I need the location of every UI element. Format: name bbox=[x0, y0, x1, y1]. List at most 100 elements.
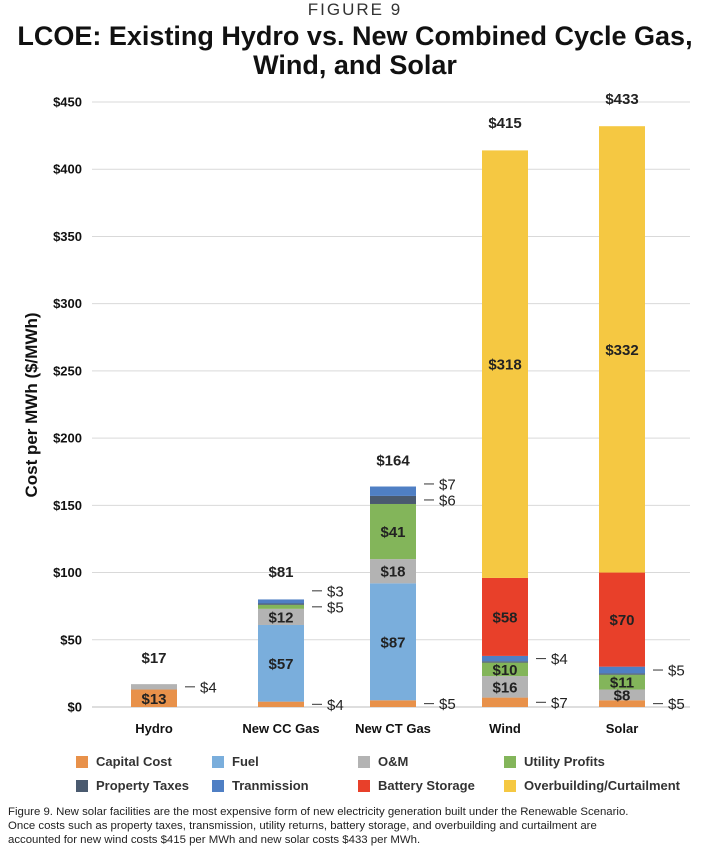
y-axis-label: Cost per MWh ($/MWh) bbox=[22, 312, 41, 497]
chart-title: LCOE: Existing Hydro vs. New Combined Cy… bbox=[0, 22, 710, 80]
legend-swatch bbox=[504, 779, 516, 792]
bar-segment-battery-storage bbox=[599, 572, 645, 667]
legend-swatch bbox=[76, 755, 88, 768]
x-tick-label: Hydro bbox=[135, 721, 173, 736]
bar-segment-property-taxes bbox=[258, 603, 304, 605]
bar-segment-overbuilding-curtailment bbox=[599, 126, 645, 573]
chart-title-line1: LCOE: Existing Hydro vs. New Combined Cy… bbox=[17, 21, 693, 51]
y-tick-label: $400 bbox=[53, 162, 82, 177]
data-label: $13 bbox=[141, 691, 166, 708]
bar-segment-property-taxes bbox=[370, 495, 416, 504]
legend-swatch bbox=[358, 755, 370, 768]
data-label: $318 bbox=[488, 357, 521, 374]
caption-line1: Figure 9. New solar facilities are the m… bbox=[8, 806, 629, 818]
legend-swatch bbox=[358, 779, 370, 792]
bar-segment-overbuilding-curtailment bbox=[482, 150, 528, 578]
figure-label: FIGURE 9 bbox=[307, 0, 403, 19]
legend-label: Property Taxes bbox=[96, 778, 189, 793]
legend-item-tranmission: Tranmission bbox=[212, 778, 309, 793]
data-label: $18 bbox=[380, 564, 405, 581]
x-tick-label: Solar bbox=[606, 721, 639, 736]
data-label: $41 bbox=[380, 524, 405, 541]
legend-label: Battery Storage bbox=[378, 778, 475, 793]
y-tick-label: $250 bbox=[53, 363, 82, 378]
y-tick-label: $450 bbox=[53, 95, 82, 110]
total-label: $164 bbox=[376, 453, 410, 470]
caption-line2: Once costs such as property taxes, trans… bbox=[8, 820, 597, 832]
data-label: $58 bbox=[492, 609, 517, 626]
stacked-bar-chart: $0 $50 $100 $150 $200 $250 $300 $350 $400 $450 Cos… bbox=[22, 91, 690, 736]
bar-segment-property-taxes bbox=[482, 661, 528, 663]
bar-segment-utility-profits bbox=[370, 503, 416, 560]
legend-item-o-m: O&M bbox=[358, 754, 408, 769]
data-label: $87 bbox=[380, 634, 405, 651]
legend-swatch bbox=[504, 755, 516, 768]
data-label-outside: $4 bbox=[551, 651, 568, 668]
data-label-outside: $5 bbox=[668, 696, 685, 713]
legend-item-utility-profits: Utility Profits bbox=[504, 754, 605, 769]
legend-swatch bbox=[212, 755, 224, 768]
legend-item-battery-storage: Battery Storage bbox=[358, 778, 475, 793]
data-label-outside: $7 bbox=[551, 695, 568, 712]
total-label: $81 bbox=[268, 564, 293, 581]
bar-segment-o-m bbox=[370, 559, 416, 584]
data-label: $11 bbox=[610, 675, 634, 692]
bar-segment-capital-cost bbox=[370, 700, 416, 707]
bar-segment-o-m bbox=[258, 608, 304, 625]
bar-segment-tranmission bbox=[599, 666, 645, 674]
data-label: $16 bbox=[492, 679, 517, 696]
bar-segment-property-taxes bbox=[599, 673, 645, 675]
y-tick-label: $0 bbox=[68, 700, 82, 715]
y-tick-label: $300 bbox=[53, 296, 82, 311]
data-label: $70 bbox=[609, 612, 634, 629]
y-tick-label: $100 bbox=[53, 565, 82, 580]
total-label: $433 bbox=[605, 91, 638, 108]
legend-item-overbuilding-curtailment: Overbuilding/Curtailment bbox=[504, 778, 680, 793]
data-label: $57 bbox=[268, 656, 293, 673]
total-label: $17 bbox=[141, 650, 166, 667]
bar-segment-o-m bbox=[131, 684, 177, 690]
legend-label: O&M bbox=[378, 754, 409, 769]
bar-segment-tranmission bbox=[258, 599, 304, 604]
data-label: $332 bbox=[605, 342, 638, 359]
legend-swatch bbox=[76, 779, 88, 792]
legend-label: Utility Profits bbox=[524, 754, 605, 769]
y-tick-label: $150 bbox=[53, 498, 82, 513]
legend-item-fuel: Fuel bbox=[212, 754, 259, 769]
y-tick-label: $50 bbox=[60, 632, 82, 647]
legend-item-capital-cost: Capital Cost bbox=[76, 754, 172, 769]
bar-segment-capital-cost bbox=[258, 701, 304, 707]
x-tick-label: Wind bbox=[489, 721, 521, 736]
bar-segment-tranmission bbox=[482, 655, 528, 662]
data-label-outside: $7 bbox=[439, 476, 456, 493]
figure-caption: Figure 9. New solar facilities are the m… bbox=[8, 805, 704, 847]
data-label-outside: $4 bbox=[200, 679, 217, 696]
caption-line3: accounted for new wind costs $415 per MW… bbox=[8, 834, 421, 846]
bar-segment-tranmission bbox=[370, 486, 416, 496]
bar-segment-o-m bbox=[482, 676, 528, 698]
legend-swatch bbox=[212, 779, 224, 792]
x-tick-label: New CT Gas bbox=[355, 721, 431, 736]
data-label-outside: $3 bbox=[327, 583, 344, 600]
bar-segment-capital-cost bbox=[131, 689, 177, 707]
data-label-outside: $5 bbox=[327, 599, 344, 616]
legend-label: Capital Cost bbox=[96, 754, 172, 769]
bar-segment-o-m bbox=[599, 689, 645, 701]
bar-segment-utility-profits bbox=[599, 674, 645, 690]
bar-segment-battery-storage bbox=[482, 577, 528, 656]
bar-segment-utility-profits bbox=[482, 662, 528, 677]
y-tick-label: $200 bbox=[53, 431, 82, 446]
data-label-outside: $5 bbox=[439, 696, 456, 713]
bar-segment-fuel bbox=[258, 624, 304, 702]
data-label-outside: $4 bbox=[327, 697, 344, 714]
data-label-outside: $6 bbox=[439, 492, 456, 509]
bar-segment-fuel bbox=[370, 583, 416, 701]
bar-segment-utility-profits bbox=[258, 604, 304, 609]
legend-label: Fuel bbox=[232, 754, 259, 769]
bar-segment-capital-cost bbox=[482, 697, 528, 707]
total-label: $415 bbox=[488, 115, 521, 132]
legend-label: Overbuilding/Curtailment bbox=[524, 778, 681, 793]
data-label-outside: $5 bbox=[668, 663, 685, 680]
data-label: $12 bbox=[268, 609, 293, 626]
legend-item-property-taxes: Property Taxes bbox=[76, 778, 189, 793]
